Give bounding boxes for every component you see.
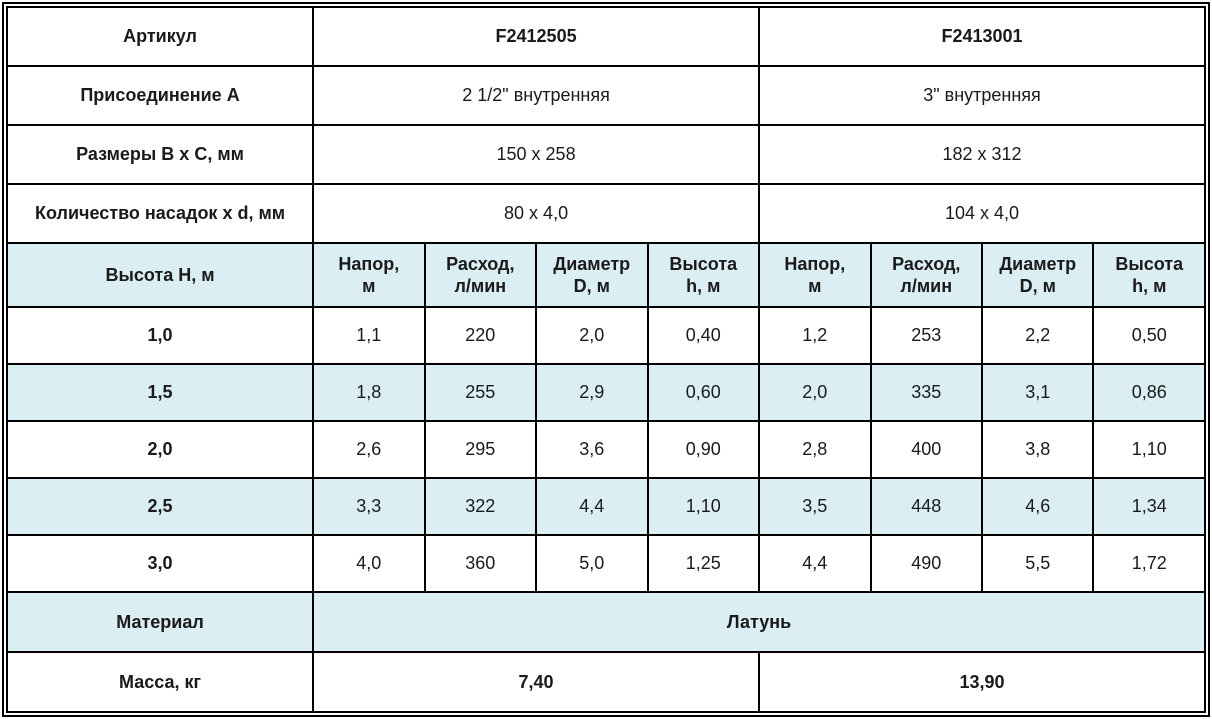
data-row-h1-5: 1,5 1,8 255 2,9 0,60 2,0 335 3,1 0,86 <box>5 363 1206 422</box>
nozzle-count-value-2: 104 x 4,0 <box>758 183 1206 244</box>
cell-value: 1,72 <box>1092 534 1206 593</box>
spec-row-dimensions: Размеры B x C, мм 150 x 258 182 x 312 <box>5 124 1206 185</box>
table-header-row: Высота H, м Напор, м Расход, л/мин Диаме… <box>5 242 1206 308</box>
dimensions-value-1: 150 x 258 <box>312 124 761 185</box>
cell-value: 5,0 <box>535 534 649 593</box>
row-height-value: 1,0 <box>5 306 315 365</box>
cell-value: 0,40 <box>646 306 761 365</box>
row-label-connection: Присоединение A <box>5 65 315 126</box>
data-row-h2-5: 2,5 3,3 322 4,4 1,10 3,5 448 4,6 1,34 <box>5 477 1206 536</box>
cell-value: 4,4 <box>535 477 649 536</box>
cell-value: 220 <box>423 306 538 365</box>
header-col-diameter-1: Диаметр D, м <box>535 242 649 308</box>
cell-value: 295 <box>423 420 538 479</box>
cell-value: 0,50 <box>1092 306 1206 365</box>
cell-value: 400 <box>869 420 984 479</box>
material-row: Материал Латунь <box>5 591 1206 653</box>
article-number-2[interactable]: F2413001 <box>758 6 1206 67</box>
data-row-h2-0: 2,0 2,6 295 3,6 0,90 2,8 400 3,8 1,10 <box>5 420 1206 479</box>
cell-value: 3,6 <box>535 420 649 479</box>
cell-value: 2,9 <box>535 363 649 422</box>
header-col-diameter-2: Диаметр D, м <box>980 242 1095 308</box>
cell-value: 5,5 <box>980 534 1095 593</box>
cell-value: 2,0 <box>535 306 649 365</box>
mass-value-1: 7,40 <box>312 651 761 713</box>
cell-value: 360 <box>423 534 538 593</box>
header-col-pressure-1: Напор, м <box>312 242 426 308</box>
connection-value-1: 2 1/2" внутренняя <box>312 65 761 126</box>
row-label-dimensions: Размеры B x C, мм <box>5 124 315 185</box>
cell-value: 3,3 <box>312 477 426 536</box>
cell-value: 3,5 <box>758 477 872 536</box>
cell-value: 255 <box>423 363 538 422</box>
header-col-height-1: Высота h, м <box>646 242 761 308</box>
row-height-value: 2,5 <box>5 477 315 536</box>
header-col-flow-1: Расход, л/мин <box>423 242 538 308</box>
cell-value: 490 <box>869 534 984 593</box>
cell-value: 0,90 <box>646 420 761 479</box>
cell-value: 2,2 <box>980 306 1095 365</box>
cell-value: 253 <box>869 306 984 365</box>
nozzle-count-value-1: 80 x 4,0 <box>312 183 761 244</box>
cell-value: 1,10 <box>1092 420 1206 479</box>
article-number-1[interactable]: F2412505 <box>312 6 761 67</box>
spec-row-article: Артикул F2412505 F2413001 <box>5 6 1206 67</box>
header-col-pressure-2: Напор, м <box>758 242 872 308</box>
cell-value: 2,6 <box>312 420 426 479</box>
cell-value: 2,8 <box>758 420 872 479</box>
header-col-flow-2: Расход, л/мин <box>869 242 984 308</box>
cell-value: 448 <box>869 477 984 536</box>
cell-value: 322 <box>423 477 538 536</box>
dimensions-value-2: 182 x 312 <box>758 124 1206 185</box>
cell-value: 3,8 <box>980 420 1095 479</box>
cell-value: 4,0 <box>312 534 426 593</box>
cell-value: 1,25 <box>646 534 761 593</box>
data-row-h1-0: 1,0 1,1 220 2,0 0,40 1,2 253 2,2 0,50 <box>5 306 1206 365</box>
material-value: Латунь <box>312 591 1206 653</box>
connection-value-2: 3" внутренняя <box>758 65 1206 126</box>
header-height-label: Высота H, м <box>5 242 315 308</box>
row-height-value: 1,5 <box>5 363 315 422</box>
header-col-height-2: Высота h, м <box>1092 242 1206 308</box>
cell-value: 1,34 <box>1092 477 1206 536</box>
row-label-article: Артикул <box>5 6 315 67</box>
spec-row-connection: Присоединение A 2 1/2" внутренняя 3" вну… <box>5 65 1206 126</box>
cell-value: 1,10 <box>646 477 761 536</box>
product-spec-table: Артикул F2412505 F2413001 Присоединение … <box>5 6 1206 713</box>
data-row-h3-0: 3,0 4,0 360 5,0 1,25 4,4 490 5,5 1,72 <box>5 534 1206 593</box>
row-height-value: 3,0 <box>5 534 315 593</box>
row-label-nozzle-count: Количество насадок x d, мм <box>5 183 315 244</box>
cell-value: 4,4 <box>758 534 872 593</box>
cell-value: 335 <box>869 363 984 422</box>
mass-value-2: 13,90 <box>758 651 1206 713</box>
cell-value: 1,2 <box>758 306 872 365</box>
cell-value: 1,8 <box>312 363 426 422</box>
spec-row-nozzle-count: Количество насадок x d, мм 80 x 4,0 104 … <box>5 183 1206 244</box>
cell-value: 4,6 <box>980 477 1095 536</box>
mass-row: Масса, кг 7,40 13,90 <box>5 651 1206 713</box>
cell-value: 0,60 <box>646 363 761 422</box>
cell-value: 0,86 <box>1092 363 1206 422</box>
row-label-mass: Масса, кг <box>5 651 315 713</box>
cell-value: 1,1 <box>312 306 426 365</box>
cell-value: 2,0 <box>758 363 872 422</box>
cell-value: 3,1 <box>980 363 1095 422</box>
row-label-material: Материал <box>5 591 315 653</box>
row-height-value: 2,0 <box>5 420 315 479</box>
